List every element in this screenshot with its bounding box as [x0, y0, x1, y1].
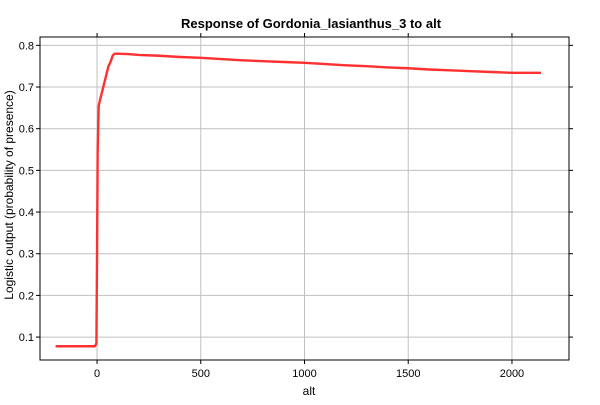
y-axis-label: Logistic output (probability of presence…	[2, 90, 16, 299]
y-tick-label: 0.6	[19, 124, 34, 136]
axis-ticks: 0 500 1000 1500 2000 0.1 0.2 0.3 0.4 0.5 0.6 0.7 0.8	[19, 33, 573, 380]
x-tick-label: 0	[94, 368, 100, 380]
y-tick-label: 0.8	[19, 40, 34, 52]
grid-lines	[40, 37, 569, 360]
y-tick-label: 0.3	[19, 249, 34, 261]
x-tick-label: 1500	[396, 368, 420, 380]
y-tick-label: 0.4	[19, 207, 34, 219]
chart-title: Response of Gordonia_lasianthus_3 to alt	[181, 16, 442, 31]
x-axis-label: alt	[303, 384, 316, 398]
series-layer	[55, 52, 541, 348]
y-tick-label: 0.1	[19, 332, 34, 344]
series-line	[55, 52, 541, 348]
y-tick-label: 0.7	[19, 82, 34, 94]
x-tick-label: 500	[192, 368, 210, 380]
y-tick-label: 0.5	[19, 165, 34, 177]
x-tick-label: 1000	[292, 368, 316, 380]
x-tick-label: 2000	[500, 368, 524, 380]
y-tick-label: 0.2	[19, 290, 34, 302]
